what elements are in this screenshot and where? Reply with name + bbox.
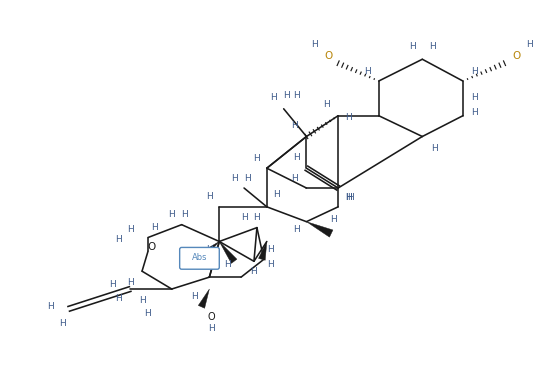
Text: H: H bbox=[344, 193, 351, 202]
Text: H: H bbox=[268, 260, 274, 269]
Text: O: O bbox=[208, 312, 215, 322]
Text: H: H bbox=[429, 42, 436, 51]
Text: H: H bbox=[347, 193, 354, 202]
Text: H: H bbox=[293, 91, 300, 100]
Polygon shape bbox=[258, 242, 267, 260]
Text: H: H bbox=[145, 309, 151, 318]
Text: H: H bbox=[250, 267, 257, 276]
Text: H: H bbox=[152, 223, 158, 232]
Text: H: H bbox=[109, 280, 116, 288]
Text: O: O bbox=[512, 51, 521, 61]
Text: H: H bbox=[268, 245, 274, 254]
Text: H: H bbox=[344, 113, 351, 122]
Text: H: H bbox=[224, 260, 231, 269]
Text: H: H bbox=[270, 93, 277, 103]
Polygon shape bbox=[219, 242, 237, 264]
Polygon shape bbox=[195, 242, 219, 263]
Text: H: H bbox=[254, 213, 260, 222]
Text: H: H bbox=[206, 192, 213, 201]
Text: H: H bbox=[206, 245, 213, 254]
Text: H: H bbox=[231, 173, 238, 182]
Text: H: H bbox=[139, 296, 145, 305]
Polygon shape bbox=[307, 222, 333, 237]
Text: H: H bbox=[291, 173, 298, 182]
Text: H: H bbox=[127, 225, 134, 234]
Text: O: O bbox=[148, 242, 156, 253]
Text: H: H bbox=[115, 235, 122, 244]
Text: Abs: Abs bbox=[192, 253, 207, 262]
Text: H: H bbox=[472, 67, 478, 76]
Text: H: H bbox=[431, 144, 437, 153]
Text: H: H bbox=[409, 42, 416, 51]
Text: H: H bbox=[472, 93, 478, 103]
Text: H: H bbox=[59, 319, 66, 328]
Text: H: H bbox=[191, 293, 198, 302]
Text: H: H bbox=[344, 193, 351, 202]
Text: H: H bbox=[127, 277, 134, 287]
Text: H: H bbox=[527, 40, 533, 49]
Text: H: H bbox=[365, 67, 371, 76]
Text: H: H bbox=[254, 154, 260, 163]
Text: H: H bbox=[48, 302, 54, 311]
Text: H: H bbox=[241, 213, 247, 222]
Text: H: H bbox=[293, 153, 300, 162]
Text: H: H bbox=[208, 324, 215, 333]
Text: H: H bbox=[181, 210, 188, 219]
Text: H: H bbox=[330, 215, 336, 224]
Text: O: O bbox=[324, 51, 332, 61]
Text: H: H bbox=[293, 225, 300, 234]
Text: H: H bbox=[168, 210, 175, 219]
FancyBboxPatch shape bbox=[179, 247, 219, 269]
Text: H: H bbox=[472, 108, 478, 117]
Text: H: H bbox=[323, 100, 329, 109]
Text: H: H bbox=[291, 121, 298, 130]
Text: H: H bbox=[283, 91, 290, 100]
Polygon shape bbox=[198, 289, 209, 308]
Text: H: H bbox=[244, 173, 250, 182]
Text: H: H bbox=[311, 40, 318, 49]
Text: H: H bbox=[115, 294, 122, 303]
Text: H: H bbox=[273, 190, 280, 199]
